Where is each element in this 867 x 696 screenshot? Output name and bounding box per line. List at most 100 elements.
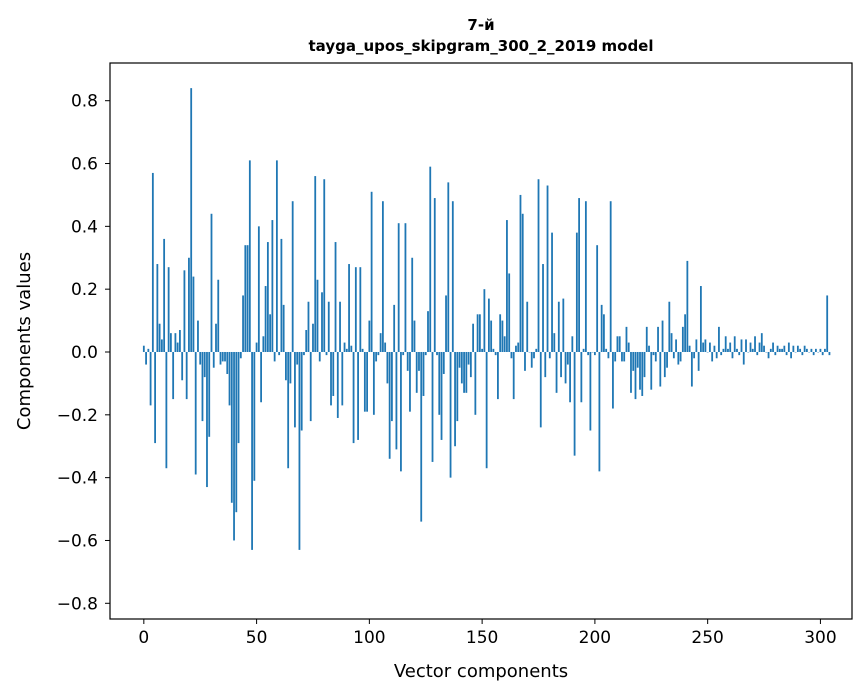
bar-208 xyxy=(612,351,614,409)
bar-28 xyxy=(206,351,208,488)
bar-264 xyxy=(738,351,741,356)
bar-87 xyxy=(339,301,341,352)
bar-156 xyxy=(494,351,497,356)
bar-220 xyxy=(639,351,641,390)
bar-155 xyxy=(492,348,495,352)
bar-13 xyxy=(172,351,175,400)
bar-91 xyxy=(348,264,350,352)
bar-229 xyxy=(659,351,662,387)
bar-52 xyxy=(260,351,262,403)
bar-200 xyxy=(593,351,596,356)
bar-48 xyxy=(251,351,253,550)
y-tick-label: 0.6 xyxy=(71,155,98,175)
bar-254 xyxy=(715,351,718,359)
bar-259 xyxy=(727,348,729,352)
y-tick-label: 0.4 xyxy=(71,217,98,237)
bar-96 xyxy=(359,267,362,352)
bar-43 xyxy=(239,351,242,359)
bar-127 xyxy=(429,166,432,352)
bar-246 xyxy=(697,351,700,371)
bar-163 xyxy=(510,351,513,359)
bar-194 xyxy=(580,351,583,403)
x-tick-label: 100 xyxy=(353,628,385,648)
chart-title-line-2: tayga_upos_skipgram_300_2_2019 model xyxy=(309,37,654,55)
bar-240 xyxy=(684,314,686,352)
bar-79 xyxy=(321,292,323,352)
bar-179 xyxy=(546,185,549,352)
bar-164 xyxy=(512,351,515,400)
bar-193 xyxy=(578,198,580,352)
bar-230 xyxy=(661,320,664,352)
bar-180 xyxy=(548,351,551,359)
bar-275 xyxy=(763,345,765,352)
y-axis-label: Components values xyxy=(14,252,35,430)
bar-74 xyxy=(309,351,312,422)
bar-58 xyxy=(273,351,276,362)
bar-222 xyxy=(643,351,646,378)
x-axis-ticks: 0 50 100 150 200 250 300 xyxy=(138,619,837,648)
bar-191 xyxy=(573,351,576,456)
y-tick-label: 0.0 xyxy=(71,343,98,363)
bar-73 xyxy=(307,301,310,352)
bar-64 xyxy=(287,351,290,469)
bar-291 xyxy=(799,348,802,352)
bar-56 xyxy=(269,314,272,352)
bar-93 xyxy=(352,351,355,444)
bar-51 xyxy=(257,226,260,352)
bar-104 xyxy=(377,351,380,356)
bar-31 xyxy=(212,351,215,368)
bar-186 xyxy=(562,298,565,352)
bar-142 xyxy=(463,351,465,393)
bar-66 xyxy=(291,201,294,352)
bar-233 xyxy=(668,301,671,352)
bar-55 xyxy=(266,242,269,352)
bar-71 xyxy=(303,351,305,356)
bar-183 xyxy=(555,351,558,393)
bar-90 xyxy=(345,348,348,352)
bar-165 xyxy=(515,345,517,352)
bar-178 xyxy=(544,351,547,378)
bar-57 xyxy=(271,220,274,352)
bar-61 xyxy=(280,238,283,352)
bar-277 xyxy=(767,351,770,359)
bar-133 xyxy=(442,351,445,374)
bar-248 xyxy=(702,342,705,352)
bar-68 xyxy=(296,351,299,365)
bar-269 xyxy=(749,342,752,352)
bar-139 xyxy=(456,351,459,422)
bar-224 xyxy=(648,345,650,352)
bar-296 xyxy=(810,348,813,352)
bar-227 xyxy=(654,351,657,362)
bar-167 xyxy=(519,194,522,352)
bar-221 xyxy=(641,351,644,396)
bar-281 xyxy=(776,345,779,352)
bar-160 xyxy=(503,336,506,352)
bar-294 xyxy=(805,348,808,352)
bar-83 xyxy=(330,351,332,406)
bar-212 xyxy=(621,351,623,362)
bar-173 xyxy=(533,351,535,359)
bar-34 xyxy=(219,351,222,365)
bar-273 xyxy=(758,342,761,352)
chart-title-line-1: 7-й xyxy=(467,16,494,34)
x-tick-label: 0 xyxy=(138,628,149,648)
bar-59 xyxy=(275,160,278,352)
bar-262 xyxy=(733,336,736,352)
bar-258 xyxy=(724,336,727,352)
bar-88 xyxy=(341,351,344,406)
bar-266 xyxy=(742,351,745,365)
bar-213 xyxy=(623,351,626,362)
bar-143 xyxy=(465,351,468,393)
bar-280 xyxy=(774,351,777,356)
bar-243 xyxy=(690,351,693,387)
bar-1 xyxy=(145,351,147,365)
bar-116 xyxy=(404,223,407,352)
bar-244 xyxy=(693,351,696,359)
bar-237 xyxy=(677,351,680,365)
bar-217 xyxy=(632,351,635,371)
bar-39 xyxy=(230,351,233,503)
bar-69 xyxy=(298,351,301,550)
bar-2 xyxy=(147,348,150,352)
bar-181 xyxy=(551,232,553,352)
